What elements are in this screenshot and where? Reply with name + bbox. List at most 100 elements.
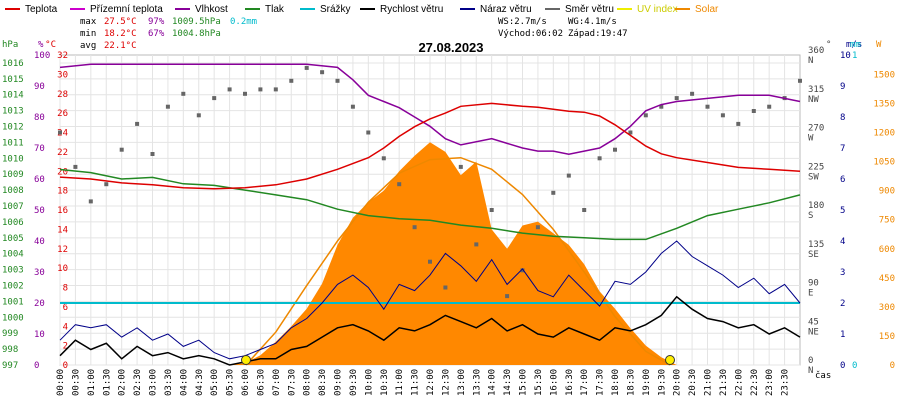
series-wind-direction-point [181,91,186,96]
series-wind-direction-point [690,91,695,96]
tick-label-time: 23:30 [781,369,791,396]
tick-label-hpa: 1014 [2,91,24,101]
tick-label-time: 11:30 [411,369,421,396]
stat-ws: WS:2.7m/s [498,17,547,27]
tick-label-w: 1050 [873,158,895,168]
tick-label-hpa: 1006 [2,218,24,228]
series-wind-direction-point [613,147,617,152]
tick-label-time: 07:00 [272,369,282,396]
series-wind-direction-point [335,78,340,83]
tick-label-temp: 24 [57,129,68,139]
tick-label-time: 21:30 [719,369,729,396]
series-wind-direction-point [798,78,802,83]
tick-label-time: 05:30 [226,369,236,396]
stat-max-hum: 97% [148,17,165,27]
tick-label-time: 20:30 [688,369,698,396]
stat-wg: WG:4.1m/s [568,17,617,27]
axis-unit-hpa: hPa [2,40,18,50]
tick-label-temp: 14 [57,225,68,235]
tick-label-dir: 45 [808,317,819,327]
tick-label-time: 11:00 [395,369,405,396]
axis-unit-deg: ° [826,40,831,50]
tick-label-temp: 30 [57,70,68,80]
tick-label-ms: 3 [840,268,845,278]
series-wind-direction-point [135,121,140,126]
series-wind-direction-point [489,208,494,212]
series-pressure-line [59,168,801,241]
tick-label-hpa: 1001 [2,297,24,307]
stat-min-label: min [80,29,96,39]
tick-label-ms: 0 [840,361,845,371]
tick-label-time: 06:00 [241,369,251,396]
tick-label-ms: 4 [840,237,845,247]
legend-label: Solar [695,4,719,15]
tick-label-hpa: 1003 [2,266,24,276]
tick-label-w: 450 [879,274,895,284]
tick-label-temp: 32 [57,51,68,61]
legend-label: Tlak [265,4,285,15]
tick-label-w: 1350 [873,99,895,109]
series-wind-direction-point [736,121,741,126]
tick-label-temp: 26 [57,109,68,119]
tick-label-time: 01:30 [102,369,112,396]
series-wind-direction-point [566,173,571,178]
tick-label-time: 14:00 [488,369,498,396]
tick-label-dir: 315 [808,85,824,95]
stat-avg-label: avg [80,41,96,51]
axis-unit-degc: °C [45,40,56,50]
series-wind-direction-point [458,164,463,169]
axis-unit-w: W [876,40,882,50]
tick-label-w: 0 [890,361,895,371]
tick-label-dir: 90 [808,279,819,289]
tick-label-time: 04:30 [195,369,205,396]
tick-label-pct: 10 [34,330,45,340]
series-wind-direction-point [243,91,247,96]
tick-label-w: 150 [879,332,895,342]
tick-label-time: 04:00 [179,369,189,396]
stat-sunrise: Východ:06:02 [498,29,563,39]
tick-label-dir-compass: SW [808,172,819,182]
tick-label-pct: 60 [34,175,45,185]
tick-label-dir-compass: S [808,211,813,221]
tick-label-time: 22:00 [734,369,744,396]
series-wind-direction-point [582,208,587,212]
series-wind-direction-point [705,104,710,109]
tick-label-pct: 80 [34,113,45,123]
tick-label-time: 10:00 [364,369,374,396]
tick-label-w: 750 [879,216,895,226]
tick-label-time: 17:00 [580,369,590,396]
series-wind-direction-point [304,65,309,70]
tick-label-temp: 4 [63,322,68,332]
tick-label-ms: 6 [840,175,845,185]
tick-label-hpa: 1013 [2,107,24,117]
series-wind-direction-point [674,96,679,101]
tick-label-ms: 10 [840,51,851,61]
tick-label-time: 23:00 [765,369,775,396]
series-wind-direction-point [320,70,325,75]
series-wind-direction-point [428,259,432,264]
tick-label-mm: 0 [852,361,857,371]
tick-label-time: 16:30 [565,369,575,396]
tick-label-time: 15:30 [534,369,544,396]
series-wind-direction-point [366,130,371,135]
series-wind-direction-point [289,78,294,83]
series-wind-direction-point [273,87,278,92]
series-solar-theory-line [245,156,671,366]
tick-label-time: 08:00 [303,369,313,396]
series-wind-direction-point [751,109,756,113]
tick-label-dir: 270 [808,124,824,134]
stat-min-hum: 67% [148,29,165,39]
tick-label-w: 900 [879,187,895,197]
tick-label-ms: 2 [840,299,845,309]
tick-label-hpa: 999 [2,329,18,339]
tick-label-time: 16:00 [549,369,559,396]
stat-rain: 0.2mm [230,17,257,27]
series-wind-direction-point [412,225,417,230]
series-wind-direction-point [88,199,93,204]
series-wind-direction-point [258,87,263,92]
tick-label-temp: 16 [57,206,68,216]
tick-label-hpa: 1002 [2,282,24,292]
tick-label-pct: 20 [34,299,45,309]
series-wind-direction-point [505,294,510,299]
